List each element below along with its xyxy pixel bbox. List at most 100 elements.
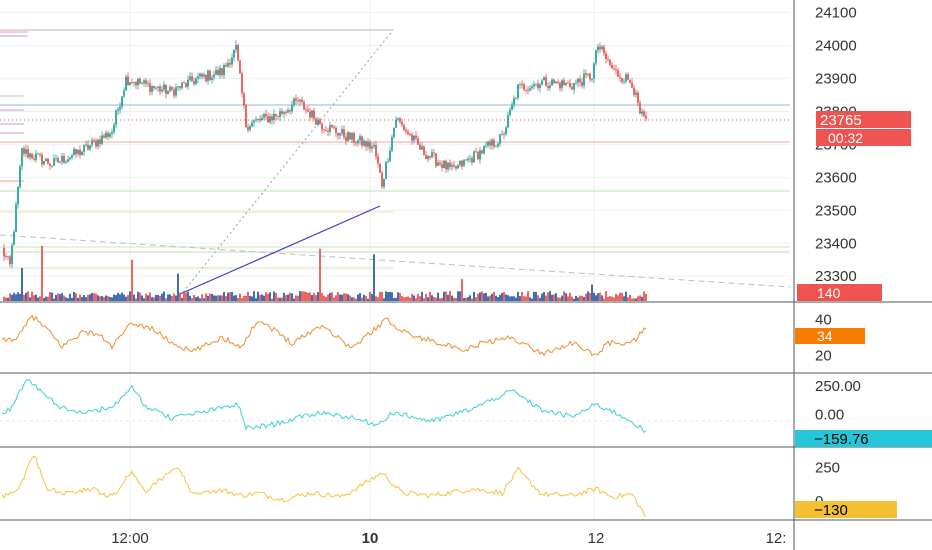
time-tick-label: 12:00: [111, 530, 149, 547]
candle-body: [125, 76, 127, 91]
candle-body: [641, 111, 643, 114]
candle-body: [345, 137, 347, 141]
volume-bar: [285, 295, 287, 301]
candle-body: [115, 110, 117, 125]
time-tick-label: 10: [362, 530, 379, 547]
volume-bar: [149, 292, 151, 301]
candle-body: [427, 156, 429, 160]
candle-body: [439, 162, 441, 165]
candle-body: [193, 81, 195, 85]
candle-body: [185, 82, 187, 87]
candle-body: [495, 146, 497, 148]
volume-bar: [297, 295, 299, 301]
volume-bar: [501, 292, 503, 301]
volume-bar: [507, 295, 509, 301]
candle-body: [191, 76, 193, 82]
volume-bar: [45, 296, 47, 301]
volume-bar: [105, 295, 107, 301]
candle-body: [101, 135, 103, 144]
candle-body: [83, 145, 85, 152]
volume-bar: [331, 292, 333, 301]
indicator-axis-tick-label: 40: [815, 311, 832, 328]
volume-bar: [439, 298, 441, 301]
candle-body: [77, 149, 79, 155]
candle-body: [171, 86, 173, 90]
volume-bar: [471, 298, 473, 301]
candle-body: [367, 141, 369, 147]
volume-bar: [519, 296, 521, 301]
volume-bar: [563, 291, 565, 301]
candle-body: [409, 134, 411, 135]
candle-body: [45, 158, 47, 162]
volume-bar: [141, 295, 143, 301]
volume-bar: [623, 296, 625, 301]
volume-bar: [413, 295, 415, 301]
osc-pane[interactable]: 2500 −130: [1, 455, 897, 519]
volume-bar: [467, 297, 469, 301]
candle-body: [639, 102, 641, 114]
candle-body: [465, 159, 467, 161]
candle-body: [339, 133, 341, 136]
candle-body: [81, 151, 83, 156]
candle-body: [323, 129, 325, 131]
candle-body: [219, 68, 221, 76]
volume-bar: [555, 293, 557, 301]
candle-body: [319, 119, 321, 125]
volume-bar: [523, 296, 525, 301]
candle-body: [369, 141, 371, 149]
candle-body: [41, 154, 43, 165]
candle-body: [555, 81, 557, 84]
candle-body: [285, 112, 287, 114]
volume-bar: [469, 295, 471, 301]
candle-body: [579, 78, 581, 83]
candle-body: [483, 145, 485, 154]
volume-bar: [405, 296, 407, 301]
volume-bar: [193, 294, 195, 301]
volume-bar: [417, 293, 419, 301]
volume-bar: [303, 291, 305, 301]
candle-body: [71, 155, 73, 158]
volume-bar: [451, 295, 453, 301]
volume-bar: [129, 291, 131, 301]
indicator-axis-tick-label: 20: [815, 348, 832, 365]
candle-body: [613, 68, 615, 70]
candle-body: [297, 100, 299, 102]
price-axis-tick-label: 23300: [815, 268, 857, 285]
volume-bar: [539, 297, 541, 301]
volume-bar: [643, 291, 645, 301]
volume-bar: [423, 298, 425, 301]
candle-body: [513, 98, 515, 105]
candle-body: [235, 44, 237, 50]
volume-bar: [353, 297, 355, 301]
volume-bar: [335, 295, 337, 301]
volume-bar: [613, 297, 615, 301]
candle-body: [335, 127, 337, 133]
volume-bar: [441, 297, 443, 301]
volume-bar: [101, 295, 103, 301]
candle-body: [217, 69, 219, 76]
candle-body: [223, 64, 225, 76]
volume-bar: [587, 291, 589, 301]
candle-body: [337, 132, 339, 136]
volume-bar: [177, 273, 179, 301]
volume-bar: [113, 294, 115, 301]
volume-bar: [597, 293, 599, 301]
candle-body: [437, 162, 439, 166]
volume-bar: [55, 294, 57, 301]
volume-bar: [157, 294, 159, 301]
rsi-pane[interactable]: 40 20 34: [1, 311, 865, 365]
volume-bar: [165, 298, 167, 301]
candle-body: [269, 116, 271, 123]
cci-pane[interactable]: 250.00 0.00 −159.76: [0, 378, 932, 448]
candle-body: [43, 161, 45, 165]
price-pane[interactable]: 2410024000239002380023700236002350023400…: [0, 5, 911, 301]
candle-body: [487, 141, 489, 146]
candle-body: [89, 145, 91, 150]
volume-bar: [23, 294, 25, 301]
candle-body: [229, 62, 231, 65]
candle-body: [371, 146, 373, 149]
volume-bar: [329, 292, 331, 301]
volume-bar: [433, 296, 435, 301]
time-axis: 12:00 10 12 12:: [111, 530, 786, 547]
candle-body: [455, 166, 457, 169]
